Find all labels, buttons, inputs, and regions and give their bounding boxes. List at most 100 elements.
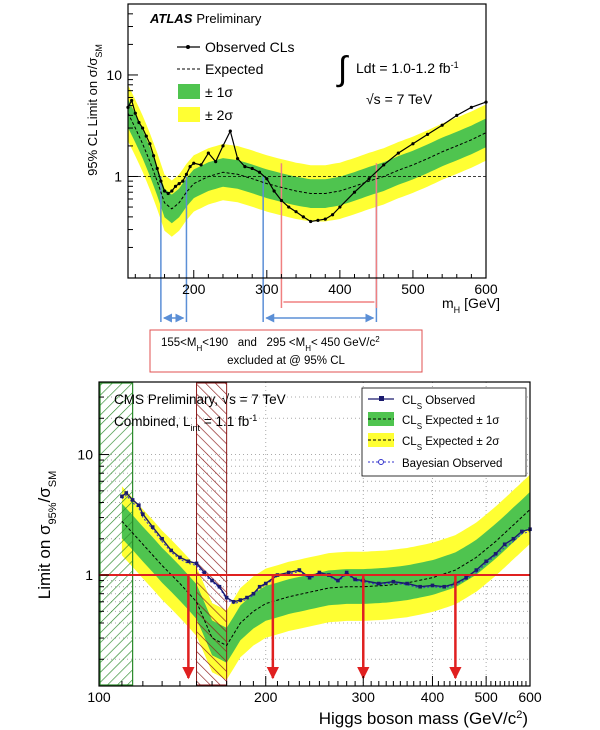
atlas-x-tick-label: 600 — [474, 281, 498, 297]
atlas-observed-point — [228, 129, 232, 133]
atlas-legend-2sigma: ± 2σ — [205, 107, 233, 123]
atlas-band-1sigma — [128, 99, 486, 224]
atlas-energy: √s = 7 TeV — [366, 91, 433, 107]
cms-observed-point — [418, 584, 422, 589]
atlas-x-tick-label: 300 — [255, 281, 279, 297]
cms-observed-point — [430, 583, 435, 588]
cms-band-1sigma — [121, 491, 531, 663]
atlas-observed-point — [159, 179, 163, 183]
cms-observed-point — [178, 555, 182, 560]
atlas-observed-point — [137, 120, 141, 125]
cms-observed-point — [520, 529, 524, 534]
atlas-x-tick-label: 400 — [328, 281, 352, 297]
atlas-observed-point — [151, 154, 156, 158]
cms-legend-2sigma: CLS Expected ± 2σ — [402, 436, 499, 452]
atlas-observed-point — [250, 166, 254, 171]
atlas-observed-point — [382, 163, 386, 167]
atlas-observed-point — [440, 123, 444, 127]
cms-observed-line — [121, 492, 531, 603]
atlas-observed-point — [338, 205, 342, 209]
atlas-observed-point — [425, 132, 430, 136]
cms-observed-point — [224, 595, 229, 600]
cms-observed-point — [210, 578, 214, 583]
cms-observed-point — [137, 503, 141, 507]
cms-y-tick-label: 1 — [85, 567, 93, 583]
cms-observed-point — [202, 570, 207, 575]
atlas-exclusion-box — [149, 329, 423, 373]
cms-exclusion-arrows — [182, 575, 462, 680]
atlas-observed-point — [411, 142, 415, 146]
cms-observed-point — [217, 584, 222, 589]
atlas-observed-point — [316, 218, 320, 222]
atlas-observed-point — [272, 189, 276, 193]
cms-observed-point — [130, 498, 135, 502]
cms-observed-point — [405, 581, 409, 586]
atlas-observed-point — [235, 157, 240, 161]
atlas-observed-point — [166, 191, 170, 196]
atlas-observed-point — [301, 215, 305, 219]
cms-observed-point — [336, 578, 340, 583]
cms-observed-point — [297, 568, 302, 572]
cms-x-tick-label: 200 — [254, 689, 278, 705]
cms-x-tick-label: 500 — [474, 689, 498, 705]
cms-observed-point — [263, 581, 268, 586]
cms-observed-point — [353, 577, 357, 582]
atlas-observed-point — [323, 217, 327, 221]
cms-observed-point — [141, 512, 145, 516]
atlas-observed-point — [170, 189, 174, 193]
cms-observed-point — [317, 570, 322, 575]
cms-observed-point — [344, 570, 349, 575]
atlas-title: ATLAS Preliminary — [149, 11, 262, 26]
atlas-exclusion-line1: 155<MH<190 and 295 <MH< 450 GeV/c2 — [161, 335, 380, 353]
atlas-observed-point — [294, 210, 298, 214]
cms-xlabel: Higgs boson mass (GeV/c2) — [319, 709, 528, 728]
atlas-observed-point — [265, 177, 269, 181]
atlas-y-tick-label: 10 — [106, 67, 122, 83]
cms-legend-observed: CLS Observed — [402, 395, 475, 411]
cms-observed-point — [376, 581, 381, 586]
atlas-lumi: Ldt = 1.0-1.2 fb-1 — [356, 60, 459, 76]
cms-observed-point — [194, 561, 199, 566]
cms-ylabel: Limit on σ95%/σSM — [35, 471, 59, 600]
cms-title: CMS Preliminary, √s = 7 TeV — [114, 392, 286, 407]
atlas-observed-point — [184, 172, 189, 176]
atlas-observed-point — [133, 111, 137, 115]
cms-plot-frame — [98, 381, 531, 687]
atlas-band-2sigma-area — [128, 84, 486, 237]
atlas-observed-point — [162, 189, 167, 193]
atlas-observed-point — [192, 161, 196, 165]
cms-observed-point — [511, 536, 516, 541]
atlas-ticks: 200 300 400 500 600 1 10 — [106, 3, 498, 297]
atlas-observed-point — [177, 182, 181, 186]
atlas-observed-point — [214, 160, 218, 164]
atlas-observed-point — [141, 126, 145, 130]
cms-expected-line — [121, 509, 531, 647]
cms-ticks: 100 200 300 400 500 600 1 10 — [77, 381, 542, 705]
atlas-exclusion-line2: excluded at @ 95% CL — [227, 355, 345, 367]
atlas-observed-point — [330, 213, 335, 217]
atlas-observed-point — [206, 151, 210, 155]
atlas-observed-points — [126, 98, 488, 224]
cms-legend-bayesian: Bayesian Observed — [402, 458, 502, 470]
atlas-band-1sigma-area — [128, 99, 486, 224]
cms-x-tick-label: 100 — [87, 689, 111, 705]
cms-observed-point — [307, 575, 312, 580]
cms-excluded-lep-region — [99, 382, 134, 686]
cms-observed-point — [120, 494, 124, 499]
cms-observed-point — [286, 570, 291, 575]
atlas-observed-point — [188, 165, 192, 169]
atlas-observed-point — [257, 170, 262, 174]
cms-observed-point — [251, 591, 256, 596]
cms-observed-point — [245, 595, 249, 600]
cms-observed-point — [169, 548, 173, 553]
atlas-expected-line — [127, 112, 487, 210]
cms-observed-point — [493, 552, 498, 556]
atlas-legend-expected: Expected — [205, 61, 263, 77]
cms-observed-point — [257, 584, 262, 589]
atlas-observed-point — [199, 163, 203, 167]
atlas-observed-point — [181, 179, 185, 183]
atlas-x-tick-label: 500 — [401, 281, 425, 297]
atlas-observed-point — [469, 105, 473, 109]
atlas-observed-point — [396, 151, 400, 155]
